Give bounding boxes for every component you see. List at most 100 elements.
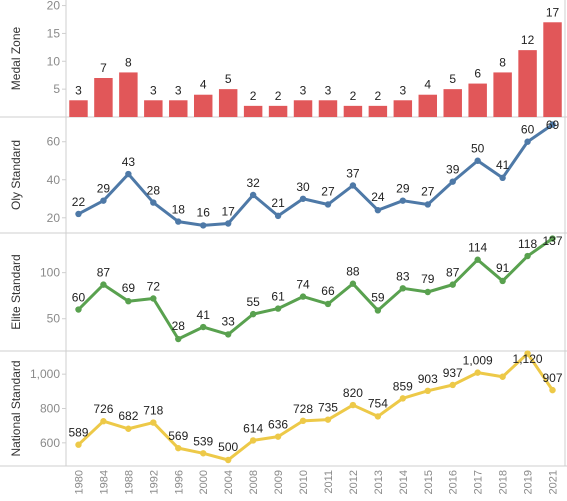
y-tick-label: 20 (47, 0, 61, 13)
y-tick-label: 5 (53, 82, 60, 96)
x-tick-label: 1996 (173, 470, 185, 494)
data-point (474, 157, 481, 164)
data-label: 69 (122, 281, 136, 295)
y-tick-label: 40 (47, 173, 61, 187)
data-point (175, 444, 182, 452)
data-label: 2 (250, 89, 257, 103)
x-tick-label: 2016 (448, 470, 460, 494)
data-label: 859 (393, 379, 413, 393)
data-label: 6 (474, 67, 481, 81)
data-point (349, 280, 357, 287)
data-point (524, 252, 531, 260)
data-point (524, 138, 531, 145)
data-label: 72 (147, 279, 161, 293)
data-point (399, 197, 407, 204)
data-label: 66 (321, 284, 335, 298)
data-point (274, 305, 282, 312)
x-tick-label: 1988 (123, 470, 135, 494)
bar (94, 78, 113, 117)
data-point (499, 373, 506, 380)
x-tick-label: 2015 (423, 470, 435, 494)
data-point (224, 456, 232, 464)
data-point (150, 295, 157, 302)
data-label: 2 (350, 89, 357, 103)
data-point (175, 335, 182, 343)
y-tick-label: 15 (47, 26, 61, 40)
data-point (499, 174, 506, 182)
data-label: 5 (225, 72, 232, 86)
data-label: 87 (97, 266, 111, 280)
bar (343, 105, 363, 117)
data-label: 41 (496, 158, 510, 172)
data-label: 79 (421, 272, 435, 286)
x-tick-label: 2004 (223, 470, 235, 494)
data-label: 21 (271, 196, 285, 210)
bar (468, 83, 487, 117)
data-label: 74 (296, 278, 310, 292)
series-line (77, 352, 554, 462)
x-tick-label: 1992 (148, 470, 160, 494)
bar (543, 22, 562, 118)
data-label: 61 (271, 290, 285, 304)
data-point (100, 197, 107, 204)
data-label: 820 (343, 386, 363, 400)
data-label: 907 (543, 371, 563, 385)
data-label: 8 (499, 55, 506, 69)
data-label: 4 (424, 78, 431, 92)
data-label: 5 (449, 72, 456, 86)
data-label: 43 (122, 155, 136, 169)
data-point (100, 281, 107, 288)
data-label: 8 (125, 55, 132, 69)
bar (393, 100, 413, 117)
data-point (150, 419, 157, 426)
data-label: 28 (172, 319, 186, 333)
data-label: 3 (75, 83, 82, 97)
x-tick-label: 2000 (198, 470, 210, 494)
data-label: 1,009 (463, 354, 493, 368)
data-point (374, 307, 382, 314)
data-point (299, 195, 307, 202)
data-label: 18 (172, 203, 186, 217)
data-label: 30 (296, 180, 310, 194)
data-point (374, 413, 382, 420)
y-tick-label: 100 (40, 266, 60, 280)
data-point (175, 218, 182, 225)
y-axis-label: Elite Standard (9, 254, 23, 329)
x-tick-label: 2014 (398, 470, 410, 494)
data-point (399, 395, 407, 402)
data-point (349, 182, 357, 189)
x-tick-label: 2009 (273, 470, 285, 494)
y-tick-label: 60 (47, 135, 61, 149)
data-point (75, 306, 82, 313)
data-point (349, 401, 357, 409)
bar (169, 100, 188, 117)
data-point (424, 288, 431, 296)
y-axis-label: National Standard (9, 360, 23, 456)
x-tick-label: 2019 (523, 470, 535, 494)
data-label: 83 (396, 269, 410, 283)
data-label: 3 (300, 83, 307, 97)
x-tick-label: 1980 (73, 470, 85, 494)
y-axis-label: Medal Zone (9, 26, 23, 90)
data-label: 735 (318, 401, 338, 415)
data-label: 3 (325, 83, 332, 97)
data-point (125, 425, 132, 432)
data-label: 118 (518, 237, 537, 251)
data-point (474, 256, 481, 263)
data-label: 1,120 (513, 352, 543, 366)
data-point (449, 281, 456, 288)
data-point (249, 437, 257, 444)
x-tick-label: 2010 (298, 470, 310, 494)
data-label: 24 (371, 190, 385, 204)
data-label: 754 (368, 396, 388, 410)
data-point (200, 323, 207, 331)
data-label: 41 (197, 308, 211, 322)
x-tick-label: 2012 (348, 470, 360, 494)
data-label: 569 (168, 429, 188, 443)
y-tick-label: 800 (40, 402, 60, 416)
bar (144, 100, 163, 117)
data-point (200, 222, 207, 229)
data-point (224, 220, 232, 227)
data-label: 4 (200, 78, 207, 92)
